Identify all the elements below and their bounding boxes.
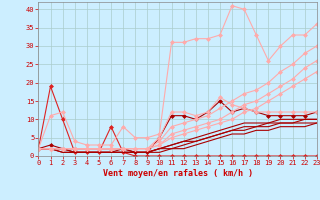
- X-axis label: Vent moyen/en rafales ( km/h ): Vent moyen/en rafales ( km/h ): [103, 169, 252, 178]
